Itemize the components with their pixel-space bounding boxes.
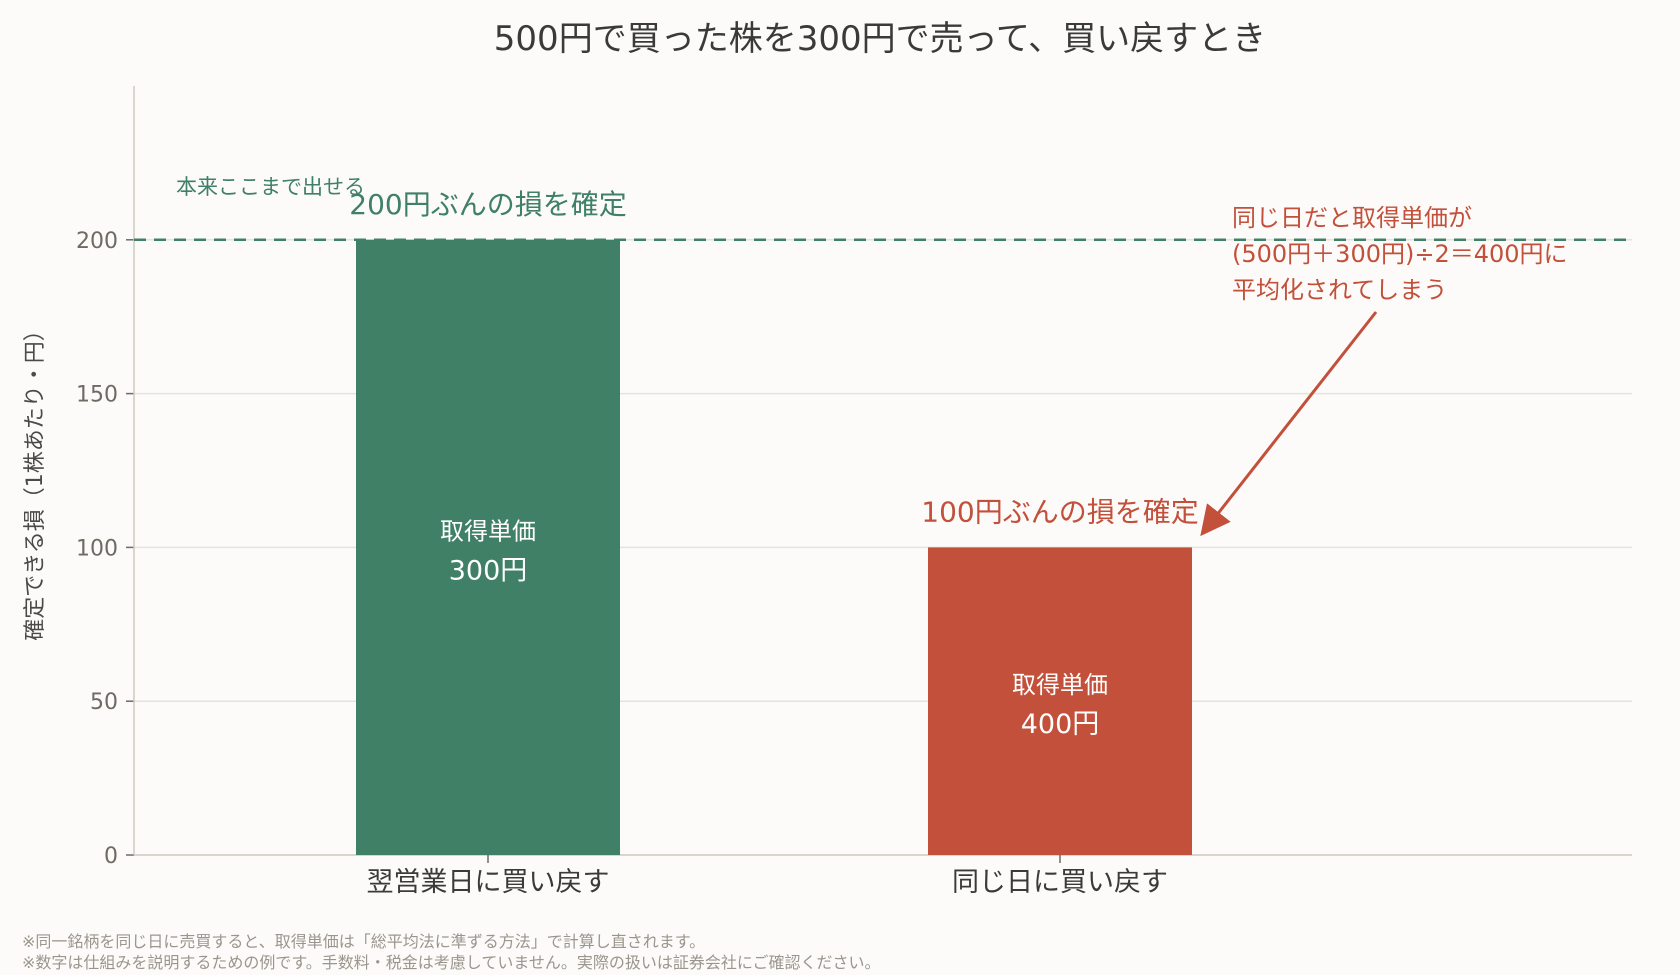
bar-inner-value: 300円 [449, 555, 528, 586]
y-tick-label: 200 [76, 229, 118, 254]
annotation-line: 平均化されてしまう [1232, 276, 1447, 304]
bar-2 [928, 547, 1192, 855]
annotation-line: 同じ日だと取得単価が [1232, 204, 1472, 232]
y-tick-label: 50 [90, 690, 118, 715]
bar-inner-value: 400円 [1021, 709, 1100, 740]
bar-inner-label: 取得単価 [440, 517, 536, 545]
bar-top-label: 100円ぶんの損を確定 [921, 495, 1198, 528]
footnote-1: ※同一銘柄を同じ日に売買すると、取得単価は「総平均法に準ずる方法」で計算し直され… [22, 932, 705, 951]
chart-title: 500円で買った株を300円で売って、買い戻すとき [494, 19, 1266, 59]
footnote-2: ※数字は仕組みを説明するための例です。手数料・税金は考慮していません。実際の扱い… [22, 953, 881, 972]
bar-top-label: 200円ぶんの損を確定 [349, 188, 626, 221]
y-axis-label: 確定できる損（1株あたり・円） [23, 319, 48, 641]
annotation-arrow [1200, 311, 1378, 537]
x-tick-label: 翌営業日に買い戻す [367, 867, 610, 898]
bar-1 [356, 239, 620, 856]
axes: 0 50 100 150 200 翌営業日に買い戻す 同じ日に買い戻す [76, 86, 1632, 898]
reference-line-label: 本来ここまで出せる [176, 175, 365, 199]
x-tick-label: 同じ日に買い戻す [952, 867, 1168, 898]
bars [356, 239, 1192, 856]
bar-inner-label: 取得単価 [1012, 671, 1108, 699]
y-tick-label: 150 [76, 383, 118, 408]
annotation-line: (500円＋300円)÷2＝400円に [1232, 240, 1568, 268]
y-tick-label: 0 [104, 844, 118, 869]
y-tick-label: 100 [76, 536, 118, 561]
